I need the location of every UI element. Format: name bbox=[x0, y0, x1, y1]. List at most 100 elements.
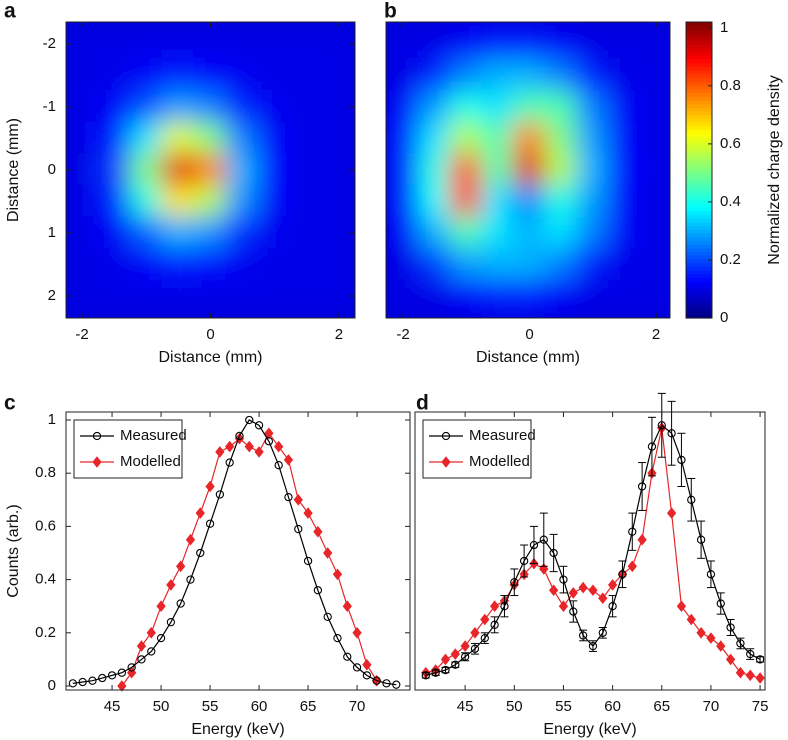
heat-cell bbox=[386, 247, 420, 282]
marker bbox=[440, 653, 451, 666]
series-line bbox=[72, 419, 397, 686]
marker bbox=[676, 600, 687, 613]
heat-cell bbox=[193, 216, 228, 250]
colorbar-slice bbox=[686, 269, 712, 275]
marker bbox=[569, 607, 578, 616]
heat-cell bbox=[97, 184, 132, 219]
heatmap-cells bbox=[386, 27, 670, 313]
colorbar-slice bbox=[686, 33, 712, 38]
y-tick-label: 1 bbox=[48, 411, 56, 428]
marker bbox=[588, 641, 598, 651]
marker bbox=[313, 525, 323, 538]
colorbar-slice bbox=[686, 70, 712, 75]
legend: Measured Modelled bbox=[73, 419, 187, 479]
heat-cell bbox=[449, 90, 484, 124]
heat-cell bbox=[289, 184, 324, 219]
marker bbox=[274, 461, 283, 470]
colorbar-slice bbox=[686, 25, 712, 30]
colorbar-label: Normalized charge density bbox=[766, 75, 783, 264]
colorbar-slice bbox=[686, 210, 712, 215]
heat-cell bbox=[449, 58, 484, 93]
heat-cell bbox=[639, 216, 670, 250]
heat-cell bbox=[66, 184, 100, 219]
heat-cell bbox=[257, 153, 292, 187]
marker bbox=[598, 628, 607, 637]
colorbar-slice bbox=[686, 155, 712, 160]
heat-cell bbox=[193, 58, 228, 93]
marker bbox=[628, 527, 637, 536]
heat-cell bbox=[512, 184, 547, 219]
heat-cell bbox=[449, 279, 484, 313]
legend-box bbox=[422, 419, 532, 479]
heat-cell bbox=[289, 27, 324, 61]
colorbar-slice bbox=[686, 129, 712, 134]
colorbar-slice bbox=[686, 225, 712, 230]
colorbar-tick-label: 0.2 bbox=[720, 251, 741, 268]
legend-box bbox=[73, 419, 183, 479]
axes-box bbox=[385, 21, 671, 319]
colorbar-slice bbox=[686, 107, 712, 112]
legend-label: Modelled bbox=[120, 453, 181, 470]
marker bbox=[176, 560, 186, 573]
marker bbox=[559, 575, 568, 584]
heat-cell bbox=[66, 247, 100, 282]
marker bbox=[254, 421, 264, 430]
colorbar-slice bbox=[686, 299, 712, 304]
heat-cell bbox=[481, 247, 515, 282]
heat-cell bbox=[129, 27, 164, 61]
colorbar-slice bbox=[686, 266, 712, 271]
y-tick-label: 2 bbox=[48, 287, 56, 304]
colorbar-slice bbox=[686, 310, 712, 315]
marker bbox=[529, 540, 539, 550]
colorbar-slice bbox=[686, 303, 712, 308]
heat-cell bbox=[289, 279, 324, 313]
legend-marker bbox=[92, 431, 102, 441]
marker bbox=[510, 578, 519, 587]
colorbar-slice bbox=[686, 62, 712, 67]
x-tick-label: 0 bbox=[525, 326, 533, 343]
heat-cell bbox=[386, 216, 420, 250]
heat-cell bbox=[544, 279, 579, 313]
marker bbox=[588, 584, 598, 597]
marker bbox=[607, 579, 618, 591]
marker bbox=[735, 666, 746, 679]
heat-cell bbox=[321, 121, 355, 156]
heat-cell bbox=[449, 121, 484, 156]
heat-cell bbox=[607, 153, 642, 187]
colorbar-slice bbox=[686, 36, 712, 42]
heat-cell bbox=[386, 153, 420, 187]
axes-box bbox=[65, 21, 356, 319]
legend-marker bbox=[92, 456, 102, 468]
marker bbox=[352, 627, 362, 639]
x-tick-label: 60 bbox=[251, 698, 268, 715]
marker bbox=[578, 631, 588, 640]
heat-cell bbox=[417, 153, 452, 187]
marker bbox=[176, 599, 185, 608]
x-tick-label: 45 bbox=[457, 698, 474, 715]
heat-cell bbox=[544, 184, 579, 219]
marker bbox=[460, 640, 470, 652]
axes-box bbox=[65, 411, 411, 691]
heat-cell bbox=[257, 58, 292, 93]
heat-cell bbox=[512, 58, 547, 93]
heat-cell bbox=[129, 121, 164, 156]
legend-marker bbox=[441, 456, 451, 468]
marker bbox=[117, 668, 127, 677]
y-tick-label: 0.6 bbox=[35, 517, 56, 534]
panel-letter: b bbox=[384, 0, 397, 23]
panel-letter: a bbox=[4, 0, 16, 23]
heat-cell bbox=[386, 279, 420, 313]
heat-cell bbox=[321, 279, 355, 313]
colorbar-tick-label: 0 bbox=[720, 309, 728, 326]
heat-cell bbox=[129, 247, 164, 282]
colorbar-slice bbox=[686, 195, 712, 201]
marker bbox=[657, 421, 666, 430]
colorbar-slice bbox=[686, 214, 712, 219]
heat-cell bbox=[66, 153, 100, 187]
colorbar-slice bbox=[686, 199, 712, 204]
marker bbox=[294, 524, 303, 534]
marker bbox=[431, 668, 440, 677]
marker bbox=[706, 570, 716, 579]
legend-label: Measured bbox=[469, 427, 536, 444]
